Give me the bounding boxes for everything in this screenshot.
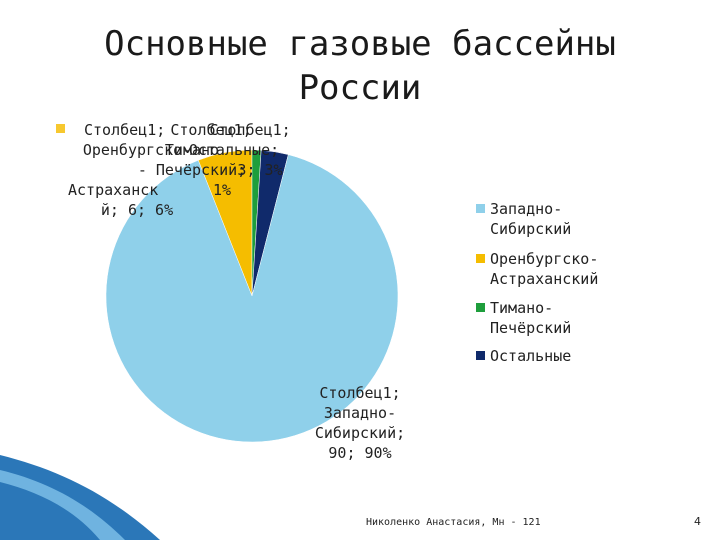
label-orenburg-line: Столбец1; xyxy=(84,121,166,139)
legend-label: Остальные xyxy=(490,347,572,365)
legend-swatch xyxy=(476,303,485,312)
label-orenburg: Столбец1; Оренбургско- Астраханск й; 6; … xyxy=(62,120,212,220)
label-zapadno-line: Столбец1; xyxy=(319,384,401,402)
label-zapadno-line: Сибирский; xyxy=(314,424,406,442)
legend-label: Тимано-Печёрский xyxy=(490,299,572,337)
title-line-1: Основные газовые бассейны xyxy=(104,24,616,64)
label-ostalnye-line: Столбец1; xyxy=(209,121,291,139)
label-timano-line: - Печёрский; xyxy=(137,161,247,179)
legend-swatch xyxy=(476,204,485,213)
label-zapadno: Столбец1; Западно- Сибирский; 90; 90% xyxy=(300,383,420,463)
slide-title: Основные газовые бассейны России xyxy=(60,22,660,110)
title-line-2: России xyxy=(298,68,422,108)
legend-label: Оренбургско- xyxy=(490,250,599,268)
label-timano-line: Столбец1; xyxy=(170,121,252,139)
legend-label: Западно-Сибирский xyxy=(490,200,572,238)
label-orenburg-line: й; 6; 6% xyxy=(100,201,174,219)
bullet-icon xyxy=(56,124,65,133)
label-timano-line: 1% xyxy=(212,181,232,199)
label-ostalnye-line: Остальные; xyxy=(188,141,280,159)
bottom-wave-decoration xyxy=(0,455,160,540)
label-orenburg-line: Астраханск xyxy=(68,181,159,199)
label-ostalnye: Столбец1; Остальные; 3; 3% xyxy=(165,120,295,180)
label-zapadno-line: Западно- xyxy=(323,404,397,422)
bottom-wave-accent xyxy=(0,470,125,540)
pie-slices xyxy=(105,149,399,443)
legend-swatch xyxy=(476,351,485,360)
label-timano-line: Тимано xyxy=(164,141,220,159)
label-orenburg-line: Оренбургско- xyxy=(82,141,192,159)
legend-label: Астраханский xyxy=(490,270,599,288)
pie-slice-zapadno xyxy=(105,154,399,443)
label-timano: Столбец1; Тимано - Печёрский; 1% xyxy=(112,120,272,200)
label-zapadno-line: 90; 90% xyxy=(328,444,392,462)
label-ostalnye-line: 3; 3% xyxy=(237,161,283,179)
footer-author: Николенко Анастасия, Мн - 121 xyxy=(366,517,541,528)
legend-swatch xyxy=(476,254,485,263)
page-number: 4 xyxy=(694,515,701,528)
